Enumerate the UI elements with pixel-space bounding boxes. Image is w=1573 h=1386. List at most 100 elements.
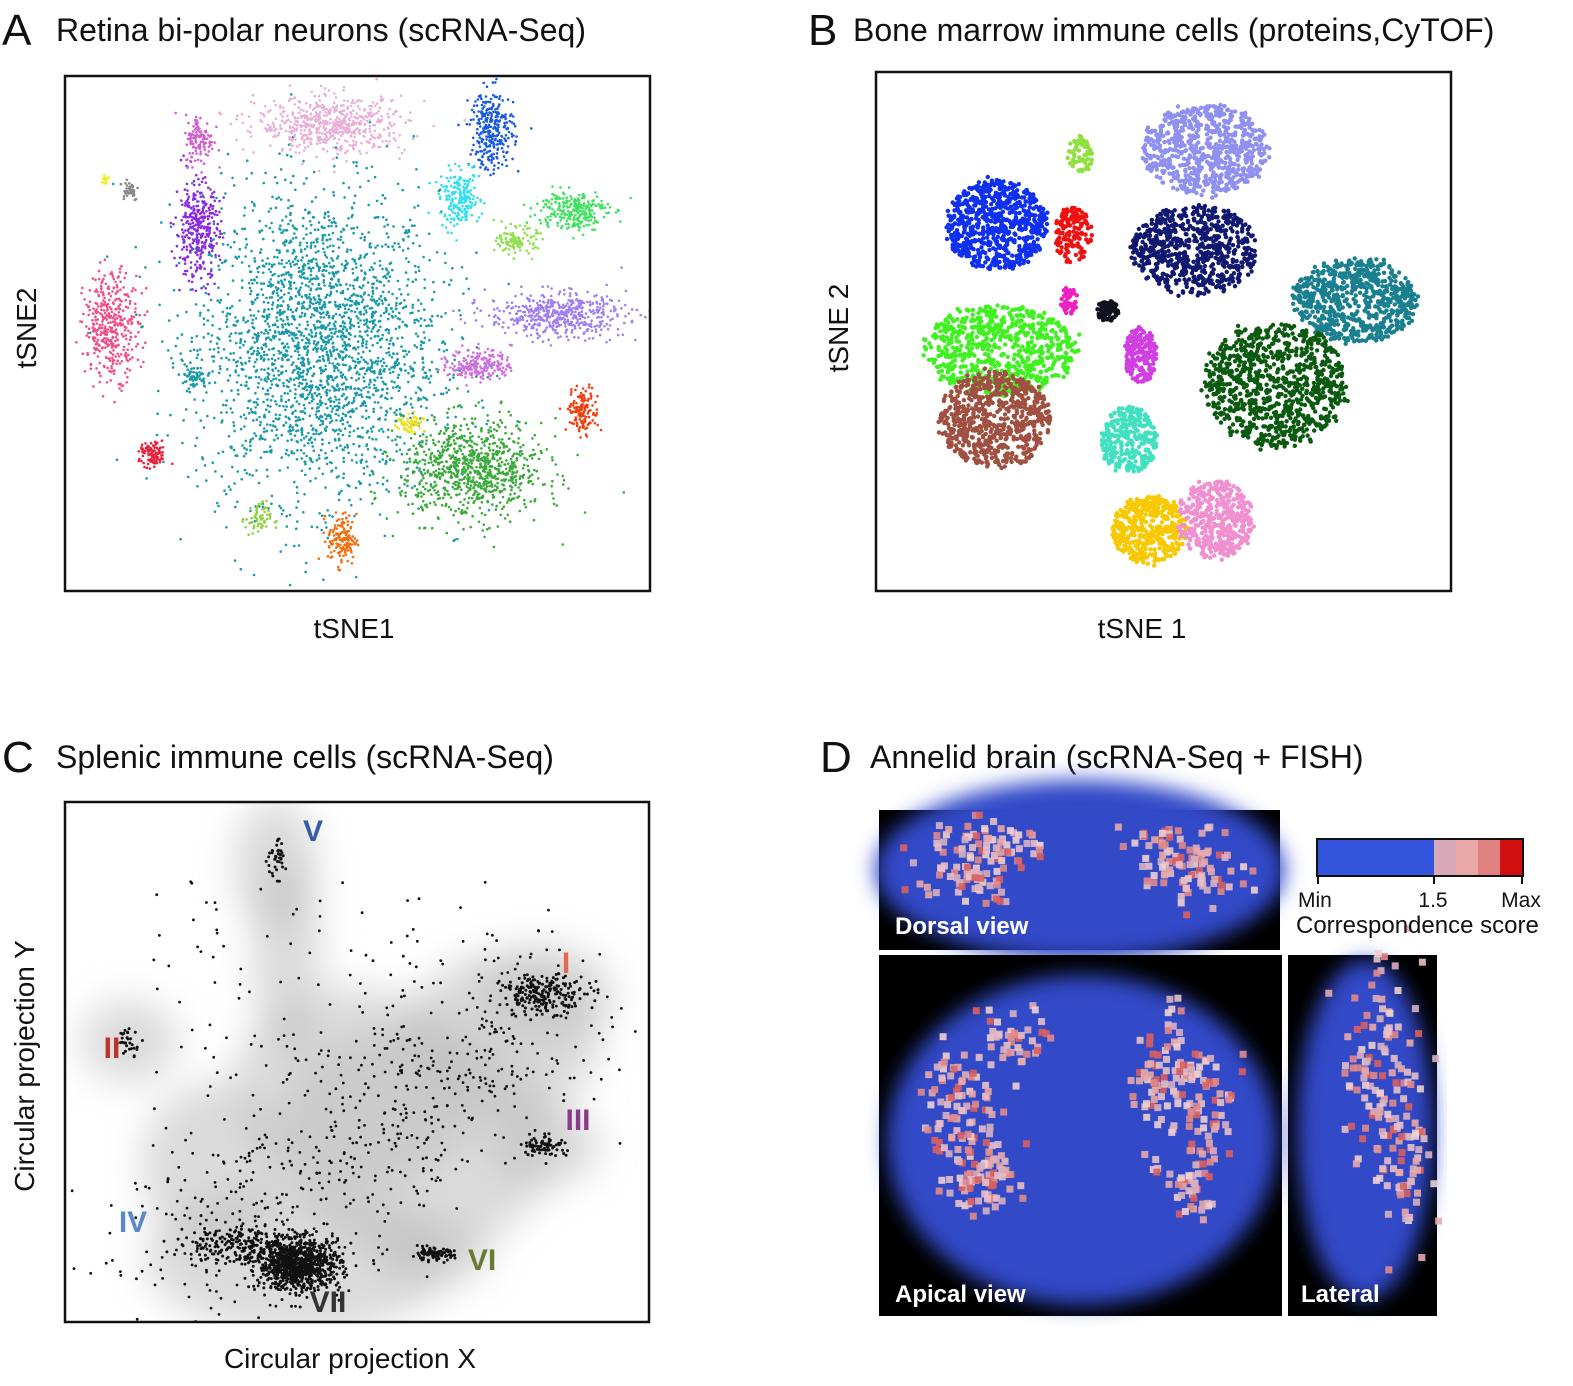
data-point <box>245 177 248 180</box>
data-point <box>368 104 371 108</box>
data-point <box>360 453 364 457</box>
data-point <box>286 114 289 118</box>
data-point <box>129 357 132 361</box>
data-point <box>343 264 347 268</box>
data-point <box>126 306 130 310</box>
data-point <box>334 312 338 316</box>
data-point <box>438 451 442 455</box>
data-point <box>339 235 343 239</box>
data-point <box>262 359 266 362</box>
data-point <box>422 331 426 334</box>
data-point <box>325 326 328 329</box>
data-point <box>353 366 357 370</box>
data-point <box>424 396 427 400</box>
data-point <box>321 238 324 242</box>
data-point <box>444 261 447 265</box>
data-point <box>295 124 299 127</box>
data-point <box>364 417 368 420</box>
data-point <box>310 393 314 396</box>
data-point <box>182 154 185 157</box>
data-point <box>281 325 285 329</box>
data-point <box>450 474 453 478</box>
data-point <box>307 341 310 344</box>
data-point <box>512 471 516 474</box>
data-point <box>372 472 375 476</box>
data-point <box>401 336 404 340</box>
data-point <box>475 466 478 469</box>
data-point <box>399 115 402 118</box>
data-point <box>285 405 288 408</box>
data-point <box>134 288 137 292</box>
data-point <box>250 200 254 204</box>
data-point <box>327 323 330 327</box>
data-point <box>300 457 304 460</box>
data-point <box>281 110 285 114</box>
data-point <box>228 306 232 310</box>
data-point <box>347 130 351 133</box>
data-point <box>290 363 294 367</box>
data-point <box>249 509 252 513</box>
data-point <box>232 351 235 355</box>
data-point <box>303 129 306 132</box>
data-point <box>347 186 351 189</box>
data-point <box>407 230 411 233</box>
data-point <box>362 118 366 121</box>
data-point <box>129 331 132 335</box>
data-point <box>371 319 374 323</box>
data-point <box>304 126 308 129</box>
data-point <box>277 274 280 278</box>
data-point <box>318 141 322 145</box>
data-point <box>272 374 276 377</box>
data-point <box>303 493 306 496</box>
data-point <box>253 259 257 263</box>
data-point <box>342 363 345 367</box>
data-point <box>487 462 490 466</box>
data-point <box>105 306 109 309</box>
data-point <box>368 141 371 144</box>
data-point <box>86 331 90 335</box>
data-point <box>198 314 202 317</box>
data-point <box>392 225 395 228</box>
data-point <box>320 384 323 387</box>
data-point <box>220 390 224 393</box>
data-point <box>270 357 274 361</box>
data-point <box>202 399 205 402</box>
data-point <box>275 181 279 185</box>
data-point <box>262 300 266 304</box>
data-point <box>250 249 253 253</box>
data-point <box>455 493 458 497</box>
data-point <box>103 258 107 262</box>
data-point <box>392 386 395 389</box>
data-point <box>303 116 307 119</box>
data-point <box>316 309 319 313</box>
data-point <box>446 416 450 419</box>
data-point <box>360 335 364 339</box>
data-point <box>355 391 359 395</box>
data-point <box>321 226 325 229</box>
data-point <box>346 421 349 424</box>
data-point <box>286 318 290 321</box>
data-point <box>324 368 328 371</box>
data-point <box>209 203 212 206</box>
data-point <box>470 108 474 112</box>
data-point <box>457 458 460 461</box>
data-point <box>500 421 504 424</box>
data-point <box>236 114 239 118</box>
data-point <box>272 377 275 381</box>
data-point <box>195 229 199 233</box>
data-point <box>273 359 277 362</box>
data-point <box>274 377 278 380</box>
data-point <box>305 388 309 392</box>
data-point <box>260 368 263 371</box>
data-point <box>191 247 194 250</box>
data-point <box>389 261 393 265</box>
data-point <box>202 426 206 429</box>
data-point <box>322 339 325 342</box>
data-point <box>198 348 202 351</box>
data-point <box>308 259 312 263</box>
data-point <box>341 327 345 331</box>
data-point <box>341 357 344 360</box>
data-point <box>204 287 208 290</box>
data-point <box>278 413 282 417</box>
data-point <box>302 403 306 407</box>
